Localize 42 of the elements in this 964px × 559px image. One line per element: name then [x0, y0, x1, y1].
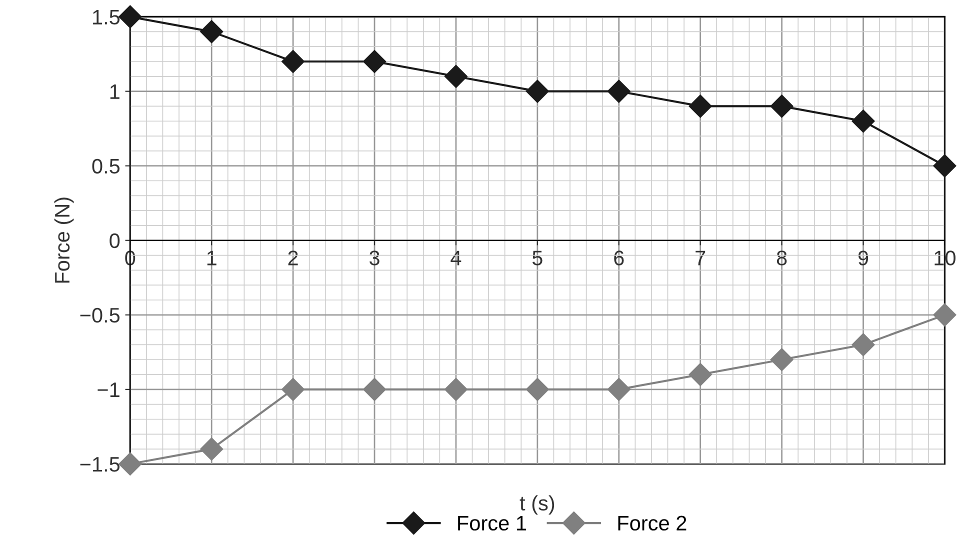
point	[607, 378, 630, 401]
x-tick-label: 4	[450, 250, 462, 266]
point	[363, 50, 386, 73]
x-tick-label: 6	[614, 250, 624, 266]
legend-label: Force 1	[458, 516, 526, 531]
point	[688, 94, 712, 118]
y-tick-label: 0	[110, 233, 120, 248]
point	[282, 50, 305, 73]
point	[770, 348, 794, 372]
point	[444, 64, 468, 88]
y-tick-label: 0.5	[92, 158, 120, 174]
point	[200, 20, 224, 44]
point	[933, 154, 956, 178]
point	[852, 333, 875, 356]
x-axis-title: t (s)	[520, 495, 554, 515]
x-tick-label: 8	[776, 250, 787, 266]
x-tick-label: 1	[207, 250, 216, 266]
point	[444, 378, 468, 401]
x-tick-label: 2	[288, 250, 298, 266]
point	[688, 363, 712, 386]
point	[282, 378, 305, 401]
point	[770, 94, 794, 118]
point	[118, 452, 142, 476]
y-tick-label: −1.5	[80, 457, 120, 472]
point	[526, 80, 549, 103]
y-tick-label: −1	[98, 382, 120, 397]
point	[607, 80, 630, 103]
x-tick-label: 5	[532, 250, 542, 266]
point	[852, 110, 875, 133]
point	[526, 378, 549, 401]
point	[200, 438, 224, 461]
y-axis-title: Force (N)	[54, 198, 74, 283]
legend-label: Force 2	[618, 516, 686, 531]
y-tick-label: 1	[110, 84, 120, 99]
point	[363, 378, 386, 401]
x-tick-label: 3	[370, 250, 380, 266]
y-tick-label: 1.5	[93, 10, 120, 25]
point	[933, 303, 956, 326]
x-tick-label: 7	[696, 250, 706, 266]
point	[118, 5, 142, 28]
y-tick-label: −0.5	[80, 308, 120, 323]
x-tick-label: 9	[858, 250, 868, 266]
